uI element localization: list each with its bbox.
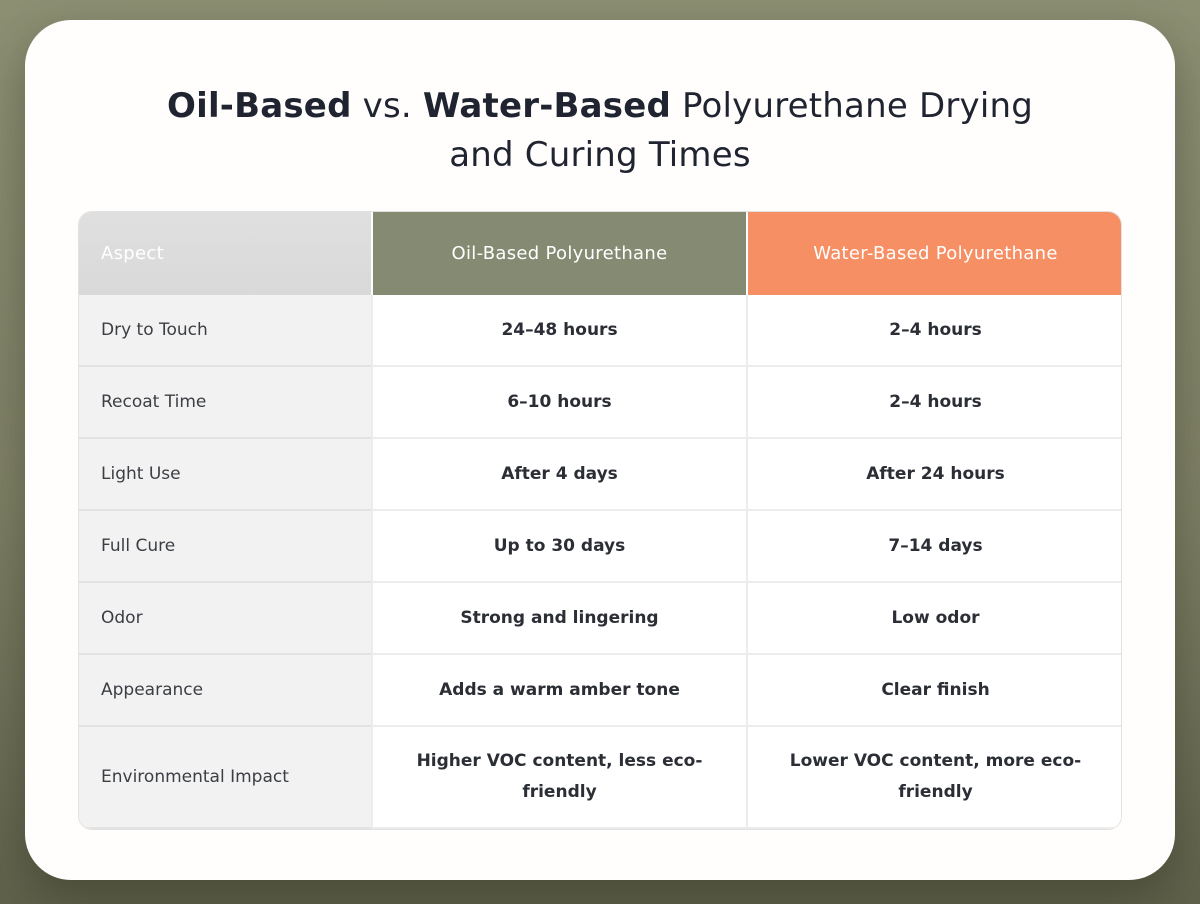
water-value-dry-to-touch: 2–4 hours [746,294,1121,367]
column-header-oil-based: Oil-Based Polyurethane [371,211,746,295]
aspect-cell-full-cure: Full Cure [79,510,371,583]
oil-value-appearance: Adds a warm amber tone [371,654,746,727]
column-header-water-based: Water-Based Polyurethane [746,211,1121,295]
oil-value-environmental-impact: Higher VOC content, less eco-friendly [371,726,746,829]
comparison-table: Aspect Oil-Based Polyurethane Water-Base… [78,210,1122,830]
water-value-full-cure: 7–14 days [746,510,1121,583]
page-title: Oil-Based vs. Water-Based Polyurethane D… [78,82,1122,180]
column-header-aspect: Aspect [79,211,371,295]
aspect-cell-recoat-time: Recoat Time [79,366,371,439]
aspect-cell-dry-to-touch: Dry to Touch [79,294,371,367]
aspect-cell-environmental-impact: Environmental Impact [79,726,371,829]
aspect-cell-odor: Odor [79,582,371,655]
water-value-odor: Low odor [746,582,1121,655]
comparison-table-grid: Aspect Oil-Based Polyurethane Water-Base… [79,211,1121,829]
title-rest: Polyurethane Drying [671,86,1034,126]
title-bold-water: Water-Based [422,86,671,126]
title-separator: vs. [351,86,423,126]
content-card: Oil-Based vs. Water-Based Polyurethane D… [25,20,1175,880]
oil-value-odor: Strong and lingering [371,582,746,655]
water-value-light-use: After 24 hours [746,438,1121,511]
water-value-environmental-impact: Lower VOC content, more eco-friendly [746,726,1121,829]
oil-value-recoat-time: 6–10 hours [371,366,746,439]
title-line2: and Curing Times [449,134,751,175]
aspect-cell-light-use: Light Use [79,438,371,511]
oil-value-light-use: After 4 days [371,438,746,511]
title-bold-oil: Oil-Based [166,86,352,126]
water-value-recoat-time: 2–4 hours [746,366,1121,439]
oil-value-dry-to-touch: 24–48 hours [371,294,746,367]
oil-value-full-cure: Up to 30 days [371,510,746,583]
aspect-cell-appearance: Appearance [79,654,371,727]
water-value-appearance: Clear finish [746,654,1121,727]
